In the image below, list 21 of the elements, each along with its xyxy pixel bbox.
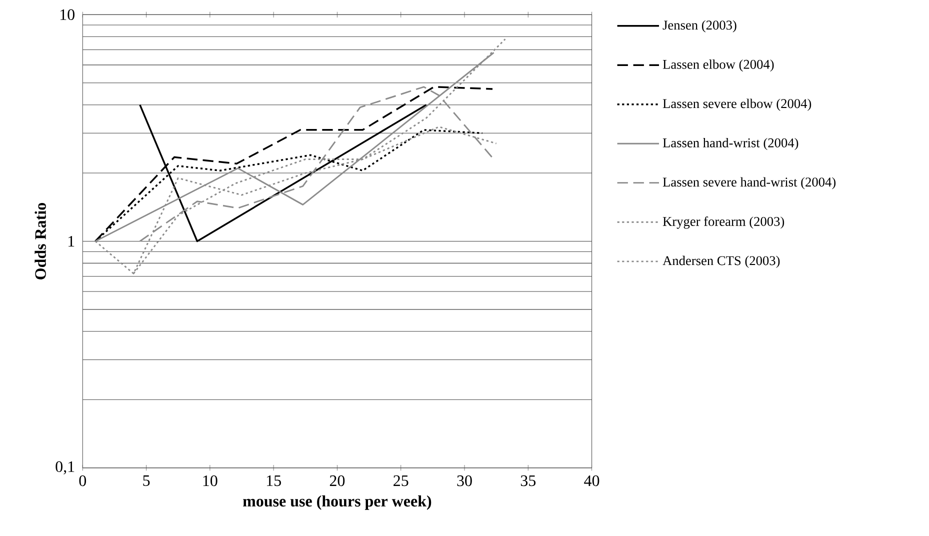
x-tick-label: 30 — [457, 475, 472, 486]
x-tick-label: 15 — [266, 475, 281, 486]
legend-label: Lassen hand-wrist (2004) — [662, 138, 798, 150]
x-tick-label: 20 — [330, 475, 345, 486]
x-tick-label: 40 — [584, 475, 600, 486]
legend-label: Lassen severe hand-wrist (2004) — [662, 177, 836, 190]
legend-label: Lassen elbow (2004) — [662, 60, 774, 72]
x-tick-label: 25 — [394, 475, 408, 486]
y-axis-title: Odds Ratio — [34, 203, 46, 280]
legend-label: Jensen (2003) — [662, 20, 736, 32]
y-tick-label: 1 — [68, 236, 74, 247]
x-axis-title: mouse use (hours per week) — [243, 495, 432, 510]
x-tick-label: 0 — [79, 475, 86, 486]
x-tick-label: 10 — [203, 475, 218, 486]
legend-label: Kryger forearm (2003) — [662, 216, 784, 229]
x-tick-label: 35 — [520, 475, 536, 486]
legend-label: Andersen CTS (2003) — [662, 256, 780, 268]
legend-label: Lassen severe elbow (2004) — [662, 98, 812, 111]
x-tick-label: 5 — [143, 475, 150, 486]
y-tick-label: 10 — [60, 9, 74, 20]
y-tick-label: 0,1 — [56, 461, 74, 474]
